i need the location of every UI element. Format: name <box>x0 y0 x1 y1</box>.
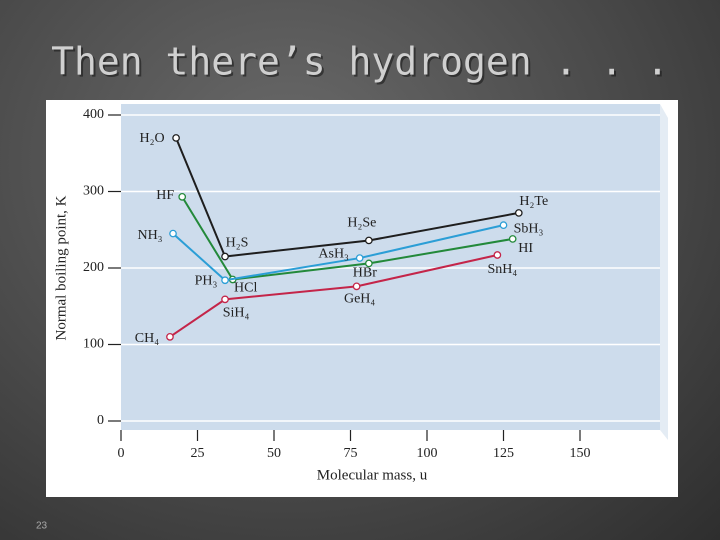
slide-title-shadow: Then there’s hydrogen . . . <box>53 42 671 86</box>
data-point <box>508 235 517 243</box>
data-point <box>514 209 523 217</box>
point-label: NH₃ <box>137 228 162 243</box>
data-point <box>493 251 502 259</box>
data-point <box>221 295 229 304</box>
data-point <box>172 134 180 142</box>
point-label: HI <box>518 241 533 256</box>
data-point <box>365 259 373 268</box>
point-label: H₂S <box>226 236 249 251</box>
data-point <box>169 229 177 238</box>
point-label: HCl <box>234 281 257 296</box>
series-line <box>172 224 504 282</box>
x-tick-label: 125 <box>493 446 514 461</box>
x-tick-label: 100 <box>417 446 438 461</box>
point-label: PH₃ <box>195 273 218 288</box>
y-tick-label: 100 <box>83 337 104 352</box>
data-point <box>365 236 373 245</box>
x-tick-label: 75 <box>344 446 358 461</box>
data-point <box>178 193 187 201</box>
point-label: H₂Te <box>519 194 548 209</box>
data-point <box>221 276 229 285</box>
point-label: GeH₄ <box>344 292 375 307</box>
y-tick-label: 300 <box>83 184 104 199</box>
page-number: 23 <box>36 521 48 532</box>
point-label: SbH₃ <box>514 221 544 236</box>
point-label: CH₄ <box>135 331 159 346</box>
point-label: H₂Se <box>347 216 376 231</box>
y-tick-label: 200 <box>83 260 104 275</box>
series-line <box>181 196 513 281</box>
data-point <box>221 252 229 261</box>
y-tick-label: 0 <box>97 413 104 428</box>
plot-area <box>121 104 660 430</box>
y-tick-label: 400 <box>83 107 104 122</box>
data-point <box>499 221 508 230</box>
series-line <box>175 137 519 258</box>
point-label: SnH₄ <box>487 262 517 277</box>
point-label: HF <box>156 188 174 203</box>
y-axis-label: Normal boiling point, K <box>53 195 69 340</box>
series-line <box>169 254 498 338</box>
point-label: HBr <box>353 266 377 281</box>
point-label: H₂O <box>140 131 165 146</box>
x-tick-label: 25 <box>191 446 205 461</box>
x-tick-label: 150 <box>570 446 591 461</box>
x-axis-label: Molecular mass, u <box>317 467 428 483</box>
data-point <box>166 332 174 341</box>
data-point <box>355 254 364 262</box>
plot-edge <box>660 104 668 440</box>
x-tick-label: 0 <box>118 446 125 461</box>
x-tick-label: 50 <box>267 446 281 461</box>
slide-title: Then there’s hydrogen . . . <box>51 40 669 84</box>
point-label: AsH₃ <box>318 246 349 261</box>
point-label: SiH₄ <box>223 306 250 321</box>
data-point <box>352 282 361 291</box>
